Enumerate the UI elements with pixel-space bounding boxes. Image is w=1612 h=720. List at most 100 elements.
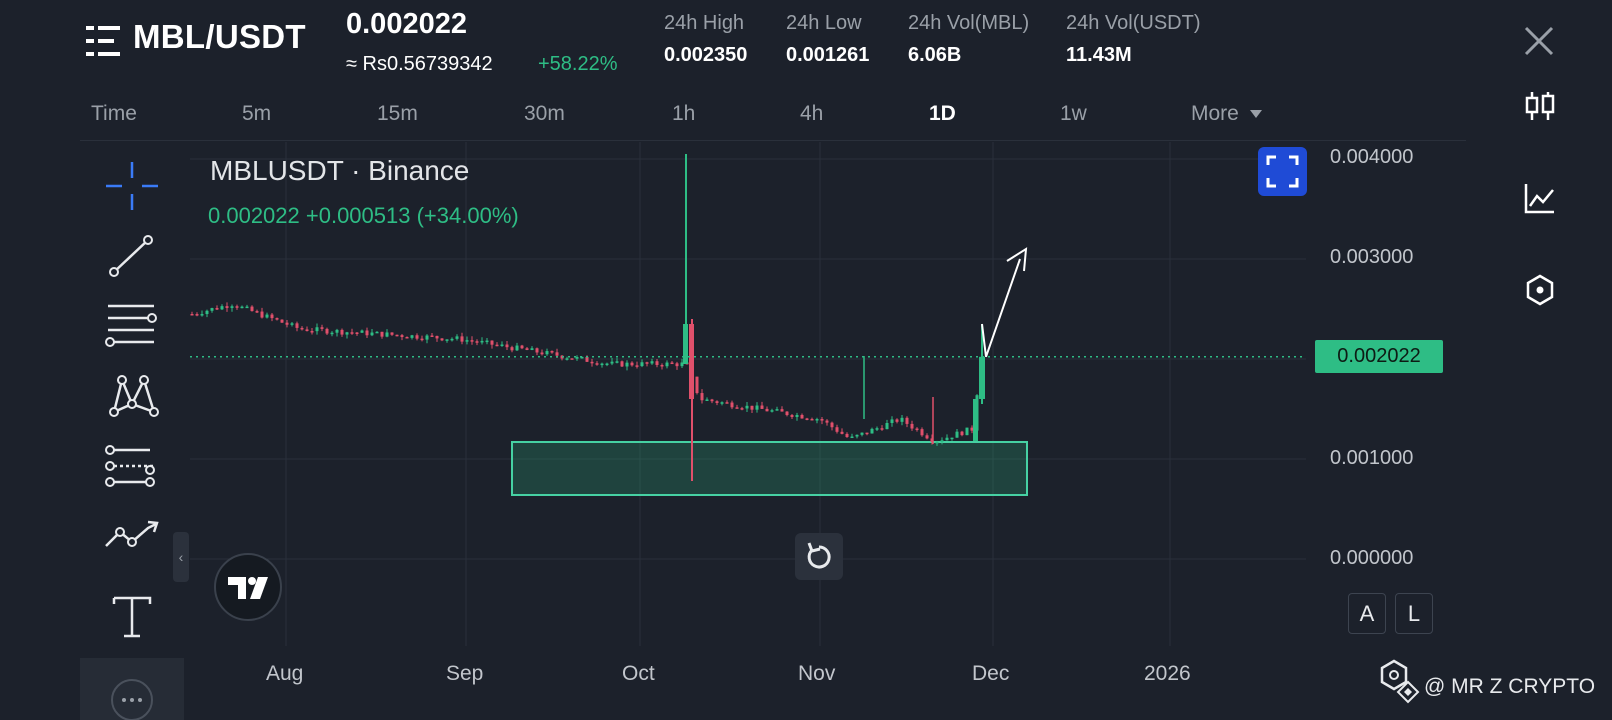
refresh-icon (807, 542, 831, 569)
candle-body (635, 365, 639, 367)
candle-body (505, 344, 509, 348)
trendline-icon[interactable] (104, 228, 160, 284)
candle-body (870, 428, 874, 434)
candle-body (365, 330, 369, 336)
candle-body (950, 437, 954, 440)
candle-body (380, 331, 384, 337)
tab-time[interactable]: Time (91, 102, 137, 125)
candle-body (650, 361, 654, 364)
tab-1h[interactable]: 1h (672, 102, 696, 125)
collapse-toolbar-button[interactable]: ‹ (173, 532, 189, 582)
candle-body (290, 323, 294, 325)
candle-body (715, 401, 719, 403)
spike-candle (683, 324, 688, 364)
candle-body (540, 352, 544, 355)
candle-body (615, 361, 619, 363)
more-tools-button[interactable] (80, 658, 184, 720)
candle-body (450, 338, 454, 341)
candle-body (915, 428, 919, 431)
candle-body (745, 405, 749, 409)
stat-label-24h-vol-usdt: 24h Vol(USDT) (1066, 12, 1201, 34)
tab-1w[interactable]: 1w (1060, 102, 1087, 125)
stat-label-24h-high: 24h High (664, 12, 745, 34)
candle-body (780, 409, 784, 412)
candle-body (640, 362, 644, 367)
tabs-divider (80, 140, 1466, 141)
tab-more[interactable]: More (1191, 102, 1263, 126)
tab-30m[interactable]: 30m (524, 102, 565, 125)
candle-body (695, 376, 699, 394)
candle-body (810, 418, 814, 421)
candle-body (795, 414, 799, 417)
candle-body (585, 356, 589, 362)
path-icon[interactable] (104, 516, 160, 572)
candle-body (600, 363, 604, 366)
candle-body (945, 437, 949, 441)
tradingview-logo-icon (228, 577, 268, 599)
x-tick-label: 2026 (1144, 662, 1191, 685)
candle-body (440, 338, 444, 341)
tab-5m[interactable]: 5m (242, 102, 272, 125)
candle-body (925, 435, 929, 439)
x-tick-label: Dec (972, 662, 1010, 685)
pair-title[interactable]: MBL/USDT (133, 18, 306, 55)
candle-body (230, 306, 234, 308)
candle-body (490, 340, 494, 345)
hexagon-settings-icon[interactable] (1522, 272, 1558, 308)
candle-body (305, 329, 309, 332)
candle-body (240, 306, 244, 309)
candle-body (730, 402, 734, 408)
candle-body (620, 361, 624, 367)
prediction-icon[interactable] (104, 444, 160, 500)
candle-body (285, 322, 289, 325)
line-chart-icon[interactable] (1522, 180, 1558, 216)
candle-body (680, 362, 684, 367)
candle-body (835, 427, 839, 432)
candle-body (195, 314, 199, 316)
y-tick-label: 0.003000 (1330, 246, 1414, 268)
reset-chart-button[interactable] (795, 533, 843, 580)
close-icon[interactable] (1522, 24, 1556, 58)
text-tool-icon[interactable] (104, 592, 160, 648)
candle-body (630, 362, 634, 366)
last-price: 0.002022 (346, 8, 467, 40)
tab-1d[interactable]: 1D (929, 102, 956, 125)
candle-body (515, 345, 519, 351)
candle-body (770, 410, 774, 412)
candle-body (905, 417, 909, 424)
candle-body (550, 351, 554, 353)
candle-body (645, 362, 649, 364)
candle-body (300, 327, 304, 330)
stat-value-24h-low: 0.001261 (786, 44, 870, 66)
candle-body (935, 441, 939, 444)
chart-ohlc: 0.002022 +0.000513 (+34.00%) (208, 203, 519, 228)
candle-body (430, 335, 434, 338)
pattern-icon[interactable] (104, 372, 160, 428)
fullscreen-button[interactable] (1258, 147, 1307, 196)
fib-retracement-icon[interactable] (104, 300, 160, 356)
candle-body (860, 432, 864, 435)
tradingview-logo (214, 553, 282, 621)
candle-body (685, 362, 689, 365)
tab-15m[interactable]: 15m (377, 102, 418, 125)
candle-body (760, 405, 764, 409)
candle-body (410, 335, 414, 338)
y-tick-label: 0.004000 (1330, 146, 1414, 168)
candle-body (975, 395, 979, 431)
auto-scale-button[interactable]: A (1348, 593, 1386, 634)
binance-logo-icon (1396, 680, 1420, 704)
menu-icon[interactable] (86, 24, 122, 58)
crosshair-icon[interactable] (104, 160, 160, 216)
log-scale-button[interactable]: L (1395, 593, 1433, 634)
candle-body (895, 419, 899, 422)
candlestick-icon[interactable] (1522, 88, 1558, 124)
candle-body (590, 361, 594, 364)
candle-body (320, 327, 324, 329)
tab-4h[interactable]: 4h (800, 102, 824, 125)
stat-value-24h-high: 0.002350 (664, 44, 748, 66)
candle-body (790, 415, 794, 417)
more-dots-icon (111, 679, 153, 720)
candle-body (865, 432, 869, 435)
candle-body (205, 310, 209, 315)
candle-body (830, 422, 834, 428)
